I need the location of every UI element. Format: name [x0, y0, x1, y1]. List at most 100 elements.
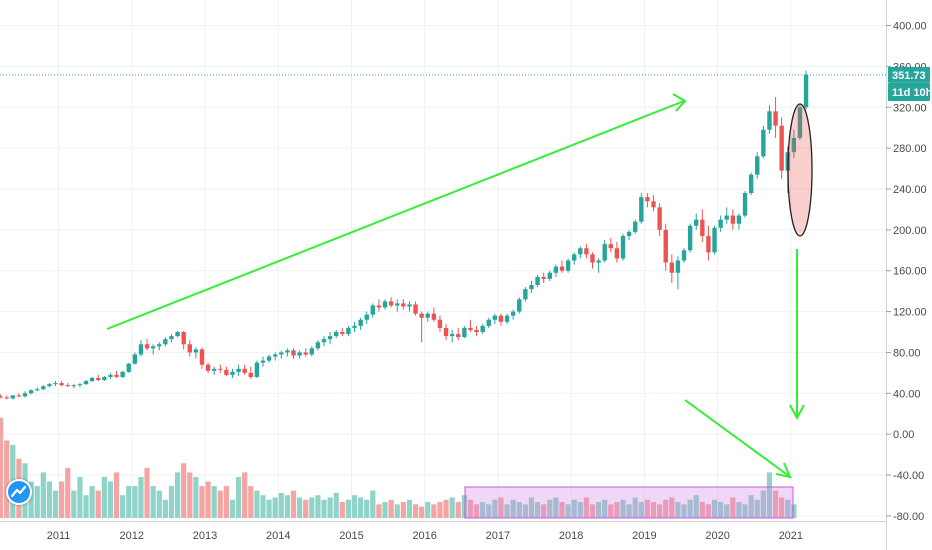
volume-bar	[107, 481, 114, 518]
volume-bar	[541, 504, 547, 518]
volume-bar	[504, 504, 510, 518]
candle-body	[456, 334, 461, 338]
candle-body	[273, 354, 278, 357]
candle-body	[370, 305, 376, 315]
volume-bar	[144, 467, 150, 518]
volume-bar	[516, 502, 522, 518]
candle-body	[437, 319, 443, 328]
price-tick-label: 0.00	[893, 429, 914, 441]
volume-bar	[754, 499, 760, 518]
candle-body	[71, 385, 77, 387]
candle-body	[126, 363, 131, 372]
volume-bar	[675, 502, 681, 518]
volume-bar	[638, 502, 644, 518]
volume-bar	[748, 495, 754, 518]
candle-body	[584, 248, 589, 255]
candle-body	[144, 344, 150, 349]
price-axis[interactable]: 400.00360.00320.00280.00240.00200.00160.…	[886, 21, 927, 523]
candle-body	[449, 334, 455, 337]
volume-bar	[431, 504, 437, 518]
volume-bar	[132, 486, 138, 518]
candle-body	[529, 285, 534, 290]
candle-body	[443, 327, 449, 337]
last-price-badge: 351.73	[888, 66, 930, 83]
volume-bar	[40, 472, 46, 518]
time-tick-label: 2021	[779, 530, 803, 542]
low-volume-box	[464, 486, 794, 519]
candle-body	[59, 383, 64, 386]
volume-bar	[779, 497, 785, 518]
price-candles	[0, 70, 809, 400]
volume-bar	[736, 502, 742, 518]
volume-bar	[608, 504, 614, 518]
volume-bar	[242, 472, 248, 518]
volume-bar	[522, 504, 528, 518]
time-tick-label: 2020	[705, 530, 729, 542]
volume-bar	[510, 499, 516, 518]
volume-bar	[364, 499, 370, 518]
volume-bar	[553, 497, 559, 518]
candle-body	[755, 156, 760, 175]
candle-body	[16, 395, 22, 397]
time-tick-label: 2016	[412, 530, 436, 542]
candle-body	[279, 352, 284, 355]
candle-body	[199, 349, 205, 365]
volume-bar	[181, 463, 187, 518]
candle-body	[4, 397, 9, 399]
volume-bar	[77, 476, 83, 518]
volume-bar	[376, 504, 382, 518]
candle-body	[590, 254, 595, 263]
candle-body	[65, 385, 70, 387]
volume-bar	[327, 497, 333, 518]
volume-bar	[699, 502, 705, 518]
candle-body	[596, 260, 601, 263]
volume-bar	[785, 499, 791, 518]
time-axis[interactable]: 2011 2012 2013 2014 2015 2016 2017 2018 2019 2020…	[47, 530, 803, 542]
volume-bar	[211, 486, 217, 518]
volume-bar	[620, 499, 626, 518]
volume-bar	[156, 490, 162, 518]
time-tick-label: 2019	[632, 530, 656, 542]
candle-body	[602, 244, 607, 261]
volume-bar	[480, 502, 486, 518]
volume-bar	[217, 490, 223, 518]
candle-body	[254, 362, 260, 377]
candle-body	[803, 74, 809, 108]
price-tick-label: 200.00	[893, 225, 927, 237]
price-tick-label: -80.00	[893, 511, 924, 523]
volume-bar	[718, 502, 724, 518]
candle-body	[419, 313, 424, 318]
volume-bar	[46, 481, 53, 518]
volume-bar	[406, 499, 413, 518]
volume-bar	[266, 499, 272, 518]
candle-body	[291, 350, 296, 356]
volume-bar	[235, 476, 242, 518]
volume-bar	[419, 506, 425, 518]
candle-body	[797, 107, 803, 138]
candle-body	[218, 368, 223, 370]
candle-body	[565, 260, 571, 271]
candle-body	[748, 174, 754, 194]
volume-bar	[467, 499, 474, 518]
candle-body	[358, 319, 363, 326]
volume-bar	[577, 502, 583, 518]
volume-bar	[400, 502, 406, 518]
volume-bar	[760, 490, 766, 518]
volume-bar	[199, 486, 205, 518]
price-tick-label: 80.00	[893, 347, 921, 359]
tradingview-logo[interactable]	[6, 479, 32, 505]
volume-bar	[278, 492, 284, 518]
volume-bar	[260, 495, 266, 518]
volume-bar	[71, 490, 77, 518]
volume-bar	[89, 486, 95, 518]
price-tick-label: 120.00	[893, 307, 927, 319]
candle-body	[675, 260, 681, 273]
volume-bar	[315, 495, 321, 518]
candle-body	[639, 197, 644, 222]
volume-bar	[168, 486, 175, 518]
candle-body	[553, 266, 559, 273]
candle-body	[169, 336, 174, 340]
volume-bar	[669, 497, 675, 518]
candle-body	[28, 390, 34, 394]
